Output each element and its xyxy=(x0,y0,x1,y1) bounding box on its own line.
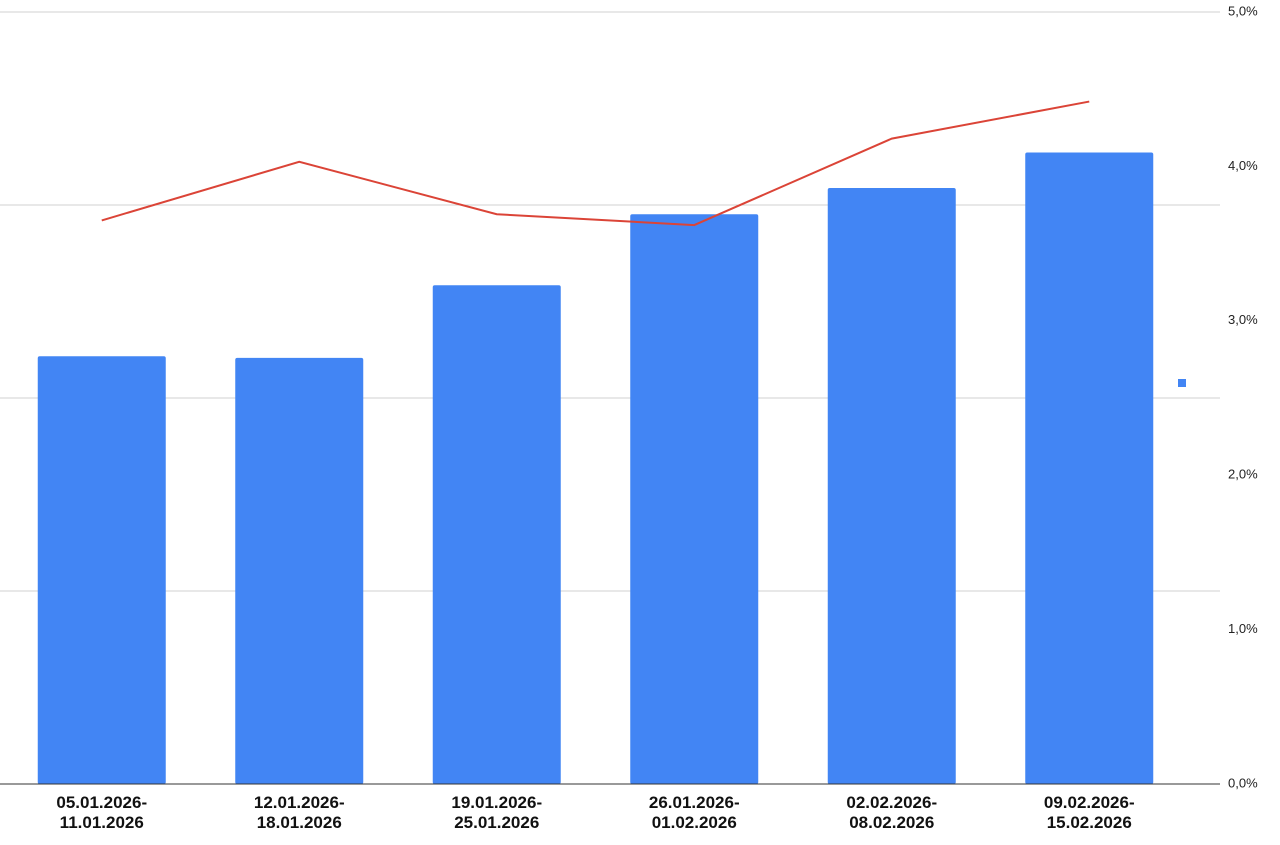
bar xyxy=(432,285,561,784)
y2-tick-label: 4,0% xyxy=(1228,158,1258,173)
bar xyxy=(827,188,956,785)
x-tick-label: 26.01.2026-01.02.2026 xyxy=(648,793,740,832)
y2-tick-label: 2,0% xyxy=(1228,467,1258,482)
y2-tick-label: 1,0% xyxy=(1228,621,1258,636)
legend-marker xyxy=(1178,379,1186,387)
bar xyxy=(37,356,166,784)
x-tick-label: 02.02.2026-08.02.2026 xyxy=(846,793,938,832)
bar xyxy=(1025,152,1154,784)
bar xyxy=(630,214,759,784)
x-tick-label: 19.01.2026-25.01.2026 xyxy=(451,793,543,832)
bar xyxy=(235,357,364,784)
line xyxy=(101,100,1090,227)
x-tick-label: 09.02.2026-15.02.2026 xyxy=(1043,793,1135,832)
y2-tick-label: 5,0% xyxy=(1228,3,1258,18)
x-tick-label: 05.01.2026-11.01.2026 xyxy=(56,793,148,832)
y2-tick-label: 0,0% xyxy=(1228,775,1258,790)
y2-tick-label: 3,0% xyxy=(1228,312,1258,327)
x-tick-label: 12.01.2026-18.01.2026 xyxy=(253,793,345,832)
